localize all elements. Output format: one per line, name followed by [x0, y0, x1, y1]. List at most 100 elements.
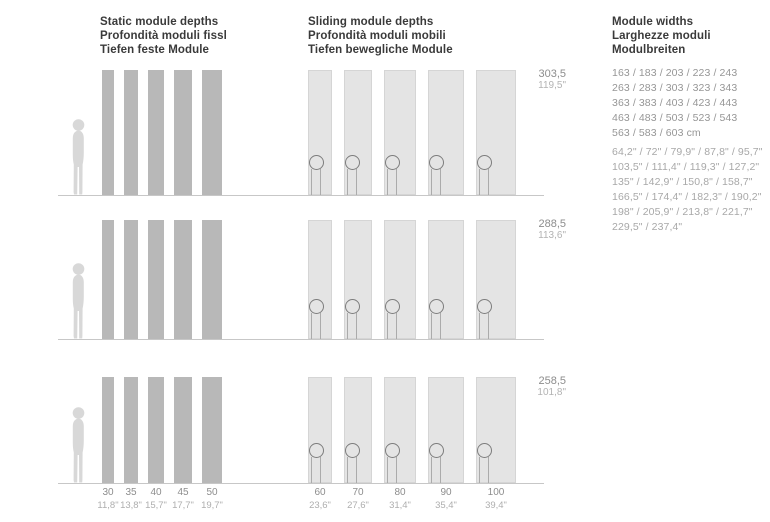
widths-cm-line: 463 / 483 / 503 / 523 / 543 [612, 112, 738, 124]
sliding-module-bar [428, 377, 464, 483]
sliding-module-bar [476, 377, 516, 483]
sliding-module-bar [428, 220, 464, 339]
static-module-bar [202, 220, 222, 339]
row-height-label: 258,5 101,8" [500, 375, 566, 399]
depth-inch-label: 39,4" [485, 500, 507, 511]
handle-guide-line [347, 313, 348, 339]
static-module-bar [174, 220, 192, 339]
human-silhouette-icon [68, 263, 88, 344]
handle-guide-line [479, 457, 480, 483]
handle-circle-icon [308, 154, 324, 170]
header-line-en: Module widths [612, 16, 694, 28]
module-widths-header: Module widths Larghezze moduli Modulbrei… [612, 15, 711, 57]
module-widths-inch-list: 64,2" / 72" / 79,9" / 87,8" / 95,7" 103,… [612, 145, 763, 235]
handle-guide-line [387, 169, 388, 195]
widths-inch-line: 135" / 142,9" / 150,8" / 158,7" [612, 176, 753, 188]
handle-circle-icon [384, 442, 400, 458]
header-line-it: Profondità moduli fissl [100, 30, 227, 42]
handle-circle-icon [384, 298, 400, 314]
depth-cm-label: 40 [150, 487, 162, 498]
handle-circle-icon [476, 442, 492, 458]
handle-circle-icon [476, 154, 492, 170]
depth-cm-label: 45 [177, 487, 189, 498]
widths-cm-line: 163 / 183 / 203 / 223 / 243 [612, 67, 738, 79]
widths-inch-line: 166,5" / 174,4" / 182,3" / 190,2" [612, 191, 762, 203]
depth-inch-label: 17,7" [172, 500, 194, 511]
handle-circle-icon [476, 298, 492, 314]
human-silhouette-icon [68, 407, 88, 488]
sliding-module-bar [344, 220, 372, 339]
static-module-bar [102, 220, 114, 339]
depth-inch-label: 23,6" [309, 500, 331, 511]
handle-guide-line [440, 457, 441, 483]
handle-guide-line [488, 169, 489, 195]
handle-circle-icon [384, 154, 400, 170]
handle-guide-line [311, 457, 312, 483]
row-baseline [58, 483, 544, 484]
header-line-it: Larghezze moduli [612, 30, 711, 42]
static-module-bar [202, 70, 222, 195]
sliding-module-bar [476, 70, 516, 195]
handle-circle-icon [428, 154, 444, 170]
row-baseline [58, 195, 544, 196]
handle-guide-line [356, 457, 357, 483]
sliding-module-bar [344, 70, 372, 195]
header-line-de: Modulbreiten [612, 44, 686, 56]
static-depths-header: Static module depths Profondità moduli f… [100, 15, 227, 57]
handle-circle-icon [428, 298, 444, 314]
handle-guide-line [396, 457, 397, 483]
depth-inch-label: 35,4" [435, 500, 457, 511]
widths-cm-line: 363 / 383 / 403 / 423 / 443 [612, 97, 738, 109]
handle-circle-icon [428, 442, 444, 458]
handle-guide-line [440, 313, 441, 339]
handle-guide-line [387, 457, 388, 483]
static-module-bar [124, 70, 138, 195]
sliding-module-bar [384, 220, 416, 339]
row-height-cm-label: 258,5 [538, 375, 566, 387]
row-height-cm-label: 288,5 [538, 218, 566, 230]
row-height-label: 303,5 119,5" [500, 68, 566, 92]
handle-guide-line [488, 313, 489, 339]
handle-circle-icon [344, 298, 360, 314]
handle-guide-line [311, 169, 312, 195]
sliding-module-bar [344, 377, 372, 483]
depth-inch-label: 19,7" [201, 500, 223, 511]
static-module-bar [174, 377, 192, 483]
widths-inch-line: 64,2" / 72" / 79,9" / 87,8" / 95,7" [612, 146, 763, 158]
sliding-depths-header: Sliding module depths Profondità moduli … [308, 15, 453, 57]
header-line-en: Static module depths [100, 16, 219, 28]
row-height-inch-label: 101,8" [537, 387, 566, 398]
handle-guide-line [488, 457, 489, 483]
static-module-bar [148, 377, 164, 483]
depth-inch-label: 27,6" [347, 500, 369, 511]
header-line-it: Profondità moduli mobili [308, 30, 446, 42]
widths-inch-line: 229,5" / 237,4" [612, 221, 683, 233]
static-module-bar [148, 220, 164, 339]
depth-inch-label: 11,8" [97, 500, 119, 511]
handle-circle-icon [344, 442, 360, 458]
handle-guide-line [440, 169, 441, 195]
header-line-de: Tiefen feste Module [100, 44, 210, 56]
depth-cm-label: 70 [352, 487, 364, 498]
handle-guide-line [431, 313, 432, 339]
static-module-bar [102, 70, 114, 195]
static-module-bar [124, 220, 138, 339]
widths-cm-line: 263 / 283 / 303 / 323 / 343 [612, 82, 738, 94]
handle-guide-line [431, 457, 432, 483]
widths-cm-line: 563 / 583 / 603 cm [612, 127, 701, 139]
sliding-module-bar [476, 220, 516, 339]
handle-guide-line [396, 169, 397, 195]
handle-guide-line [347, 169, 348, 195]
sliding-module-bar [384, 70, 416, 195]
depth-cm-label: 90 [440, 487, 452, 498]
handle-circle-icon [308, 442, 324, 458]
handle-circle-icon [344, 154, 360, 170]
human-silhouette-icon [68, 119, 88, 200]
sliding-module-bar [384, 377, 416, 483]
handle-guide-line [356, 313, 357, 339]
module-widths-cm-list: 163 / 183 / 203 / 223 / 243 263 / 283 / … [612, 66, 737, 141]
handle-guide-line [479, 169, 480, 195]
header-line-en: Sliding module depths [308, 16, 434, 28]
depth-cm-label: 35 [125, 487, 137, 498]
